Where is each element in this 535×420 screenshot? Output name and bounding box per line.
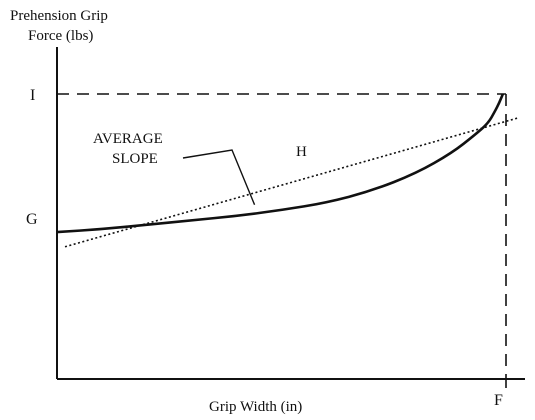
- x-tick-label-f: F: [494, 392, 503, 409]
- x-axis-title: Grip Width (in): [209, 399, 302, 415]
- y-axis-title-line-1: Prehension Grip: [10, 8, 108, 24]
- annotation-average: AVERAGE: [93, 131, 163, 147]
- y-tick-label-i: I: [30, 87, 35, 104]
- annotation-leader-line: [182, 149, 256, 205]
- annotation-slope: SLOPE: [112, 151, 158, 167]
- grip-force-curve: [56, 93, 505, 234]
- y-axis-title-line-2: Force (lbs): [28, 28, 93, 44]
- annotation-h: H: [296, 144, 307, 160]
- y-tick-label-g: G: [26, 211, 38, 228]
